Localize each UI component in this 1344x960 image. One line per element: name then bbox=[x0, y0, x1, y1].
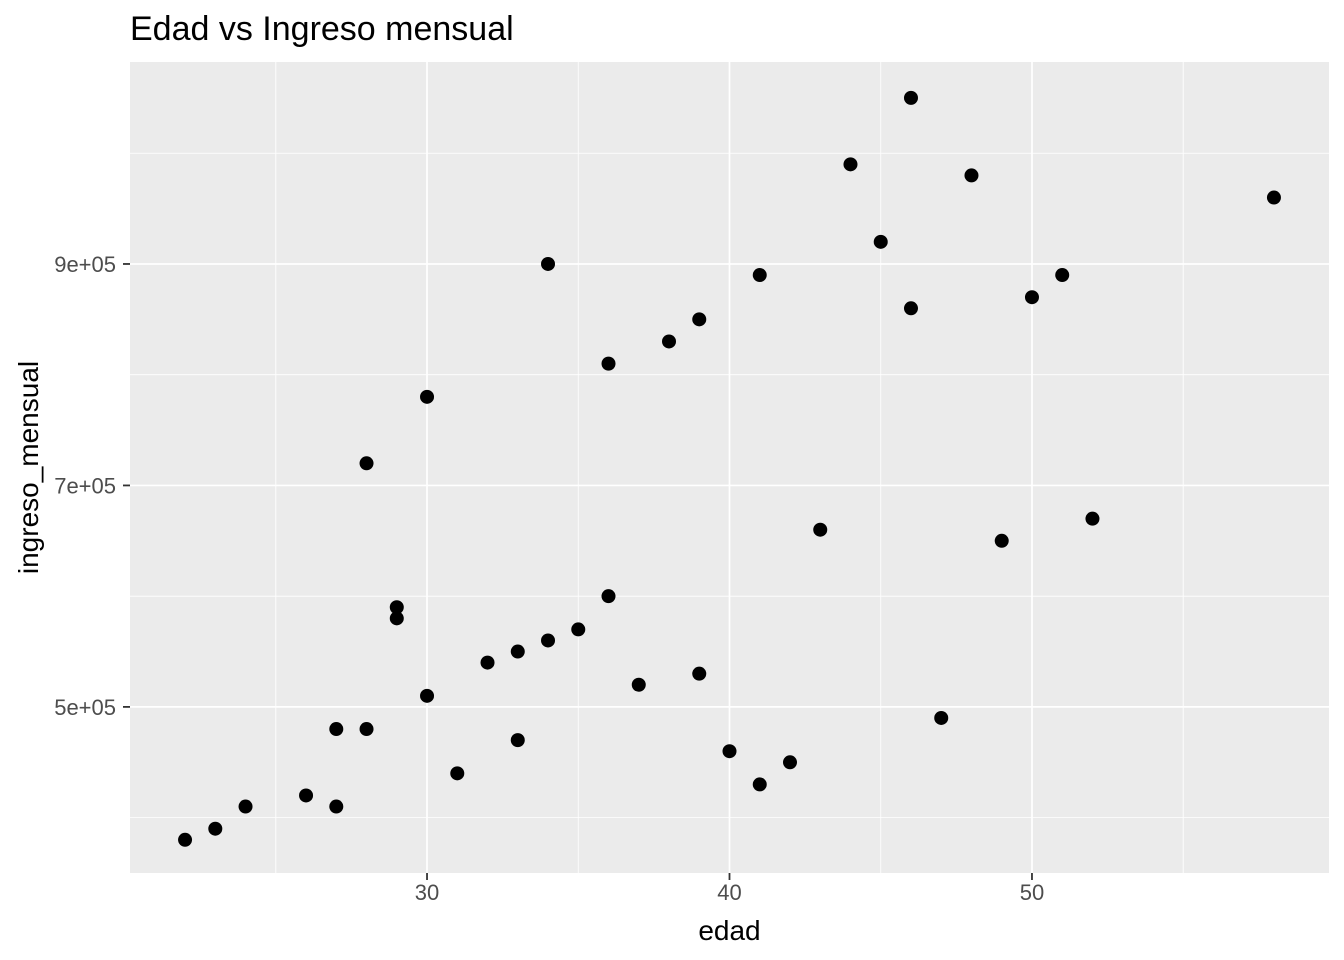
data-point bbox=[420, 688, 435, 703]
x-tick-label: 30 bbox=[415, 880, 439, 905]
x-tick-label: 50 bbox=[1020, 880, 1044, 905]
data-point bbox=[420, 389, 435, 404]
data-point bbox=[662, 334, 677, 349]
data-point bbox=[722, 744, 737, 759]
x-tick-label: 40 bbox=[717, 880, 741, 905]
data-point bbox=[631, 677, 646, 692]
data-point bbox=[813, 522, 828, 537]
data-point bbox=[903, 90, 918, 105]
data-point bbox=[752, 268, 767, 283]
data-point bbox=[601, 589, 616, 604]
y-tick-label: 7e+05 bbox=[54, 473, 116, 498]
data-point bbox=[843, 157, 858, 172]
data-point bbox=[1266, 190, 1281, 205]
y-tick-label: 5e+05 bbox=[54, 695, 116, 720]
data-point bbox=[238, 799, 253, 814]
data-point bbox=[329, 722, 344, 737]
data-point bbox=[571, 622, 586, 637]
data-point bbox=[510, 733, 525, 748]
axis-tick-marks bbox=[123, 263, 1033, 880]
y-tick-label: 9e+05 bbox=[54, 252, 116, 277]
data-point bbox=[1055, 268, 1070, 283]
data-point bbox=[510, 644, 525, 659]
chart-title: Edad vs Ingreso mensual bbox=[130, 10, 514, 48]
x-axis-tick-labels: 30 40 50 bbox=[415, 880, 1044, 905]
data-point bbox=[541, 633, 556, 648]
data-point bbox=[178, 832, 193, 847]
data-point bbox=[873, 234, 888, 249]
data-point bbox=[359, 722, 374, 737]
data-point bbox=[934, 710, 949, 725]
data-point bbox=[1024, 290, 1039, 305]
data-point bbox=[692, 312, 707, 327]
major-gridlines bbox=[130, 62, 1329, 873]
data-point bbox=[1085, 511, 1100, 526]
data-point bbox=[329, 799, 344, 814]
data-point bbox=[692, 666, 707, 681]
data-point bbox=[541, 256, 556, 271]
data-point bbox=[389, 611, 404, 626]
y-axis-tick-labels: 5e+05 7e+05 9e+05 bbox=[54, 252, 116, 720]
data-point bbox=[299, 788, 314, 803]
data-points-layer bbox=[178, 90, 1281, 847]
data-point bbox=[359, 456, 374, 471]
data-point bbox=[480, 655, 495, 670]
y-axis-title: ingreso_mensual bbox=[13, 361, 44, 574]
x-axis-title: edad bbox=[698, 915, 760, 946]
data-point bbox=[389, 600, 404, 615]
data-point bbox=[752, 777, 767, 792]
data-point bbox=[208, 821, 223, 836]
data-point bbox=[903, 301, 918, 316]
data-point bbox=[782, 755, 797, 770]
data-point bbox=[994, 533, 1009, 548]
data-point bbox=[450, 766, 465, 781]
data-point bbox=[964, 168, 979, 183]
data-point bbox=[601, 356, 616, 371]
